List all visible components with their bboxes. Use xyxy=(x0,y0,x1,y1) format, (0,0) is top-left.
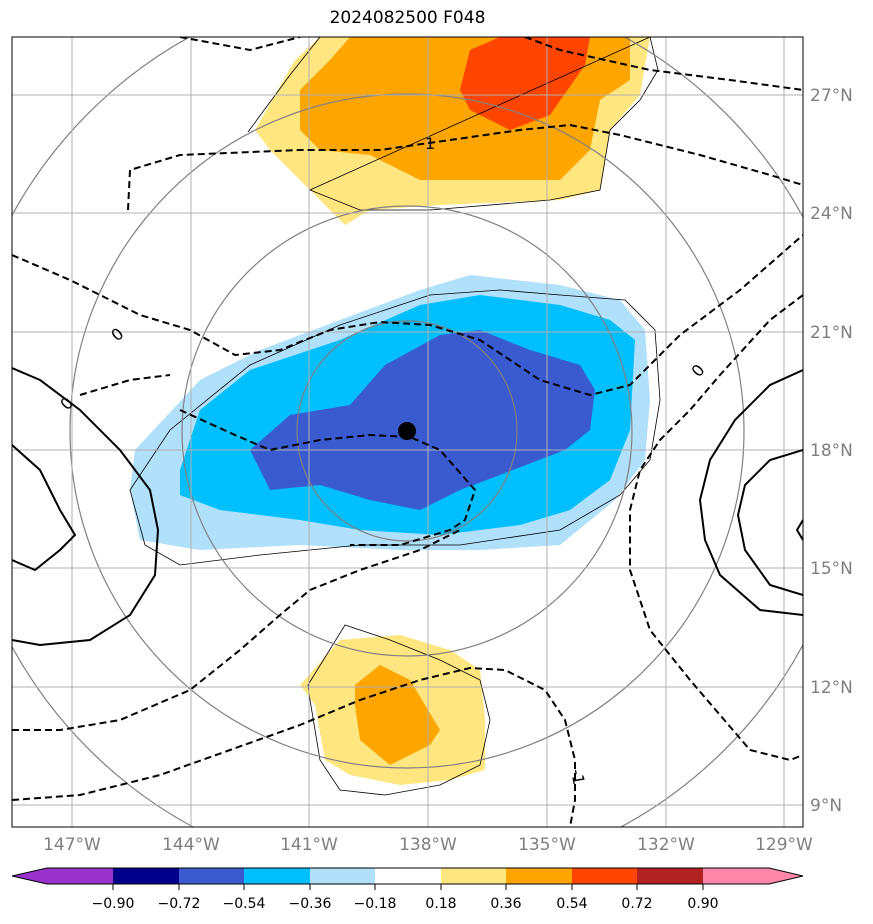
colorbar-tick-label: 0.54 xyxy=(556,896,587,912)
contour-label-0-c: 0 xyxy=(688,361,709,381)
colorbar-segment xyxy=(179,868,244,884)
outline-contours xyxy=(129,37,661,796)
negative-anomaly-center xyxy=(130,275,650,550)
lon-label: 141°W xyxy=(280,835,338,855)
solid-contours xyxy=(12,367,803,647)
colorbar-tick-label: 0.36 xyxy=(490,896,521,912)
colorbar-segment xyxy=(441,868,506,884)
colorbar-tick-label: 0.18 xyxy=(425,896,456,912)
colorbar-tick-label: −0.36 xyxy=(289,896,332,912)
lon-label: 144°W xyxy=(162,835,220,855)
colorbar: −0.90 −0.72 −0.54 −0.36 −0.18 0.18 0.36 … xyxy=(11,867,804,912)
lat-label: 15°N xyxy=(810,559,853,579)
colorbar-tick-label: −0.54 xyxy=(223,896,266,912)
colorbar-segment xyxy=(637,868,703,884)
positive-anomaly-south xyxy=(300,635,485,785)
lon-label: 129°W xyxy=(755,835,813,855)
lon-label: 147°W xyxy=(43,835,101,855)
colorbar-segment xyxy=(244,868,310,884)
map-frame xyxy=(11,36,804,828)
colorbar-segment xyxy=(113,868,179,884)
colorbar-segment xyxy=(375,868,441,884)
latitude-labels: 27°N 24°N 21°N 18°N 15°N 12°N 9°N xyxy=(810,86,853,816)
lat-label: 12°N xyxy=(810,678,853,698)
lon-label: 138°W xyxy=(399,835,457,855)
positive-anomaly-north xyxy=(255,37,650,225)
lat-label: 18°N xyxy=(810,441,853,461)
lat-label: 27°N xyxy=(810,86,853,106)
contour-label-0-a: 0 xyxy=(107,324,127,345)
map-title: 2024082500 F048 xyxy=(329,8,486,28)
colorbar-segment xyxy=(47,868,113,884)
lat-label: 9°N xyxy=(810,796,842,816)
colorbar-tick-label: −0.18 xyxy=(354,896,397,912)
gridlines xyxy=(12,37,803,827)
storm-center-marker xyxy=(398,422,416,440)
longitude-labels: 147°W 144°W 141°W 138°W 135°W 132°W 129°… xyxy=(43,835,813,855)
lat-label: 21°N xyxy=(810,323,853,343)
colorbar-outline xyxy=(11,867,804,885)
lon-label: 135°W xyxy=(518,835,576,855)
contour-label-minus1: -1 xyxy=(567,767,588,786)
map-plot-area: 1 0 0 0 -1 xyxy=(12,37,803,827)
dashed-contours xyxy=(12,37,803,827)
colorbar-segment xyxy=(703,868,769,884)
lat-label: 24°N xyxy=(810,204,853,224)
colorbar-extend-high xyxy=(769,868,803,884)
colorbar-tick-label: 0.72 xyxy=(621,896,652,912)
colorbar-tick-label: −0.72 xyxy=(158,896,201,912)
colorbar-tick-label: −0.90 xyxy=(92,896,135,912)
contour-label-0-b: 0 xyxy=(56,393,77,414)
range-rings xyxy=(12,37,803,827)
colorbar-segment xyxy=(572,868,637,884)
contour-label-1: 1 xyxy=(425,134,435,153)
colorbar-segment xyxy=(506,868,572,884)
colorbar-extend-low xyxy=(12,868,47,884)
colorbar-tick-label: 0.90 xyxy=(687,896,718,912)
lon-label: 132°W xyxy=(637,835,695,855)
colorbar-segment xyxy=(310,868,375,884)
